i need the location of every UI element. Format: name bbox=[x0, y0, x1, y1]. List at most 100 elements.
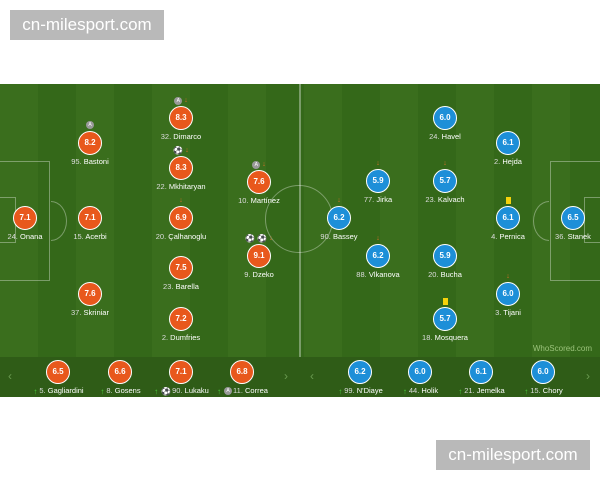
player-barella[interactable]: 7.5 23. Barella bbox=[136, 256, 226, 291]
player-mosquera[interactable]: 5.7 18. Mosquera bbox=[400, 297, 490, 342]
player-tijani[interactable]: ↓ 6.0 3. Tijani bbox=[463, 273, 553, 317]
substitute-chory[interactable]: 6.0 ↑ 15. Chory bbox=[498, 360, 588, 396]
player-name: 10. Martínez bbox=[214, 196, 304, 205]
watermark-top: cn-milesport.com bbox=[10, 10, 164, 40]
substitute-holik[interactable]: 6.0 ↑ 44. Holik bbox=[375, 360, 465, 396]
player-name: 20. Çalhanoglu bbox=[136, 232, 226, 241]
player-events bbox=[136, 297, 226, 306]
player-alhanoglu[interactable]: ↓ 6.9 20. Çalhanoglu bbox=[136, 197, 226, 241]
player-bucha[interactable]: 5.9 20. Bucha bbox=[400, 244, 490, 279]
yellow-card-icon bbox=[442, 297, 448, 305]
player-skriniar[interactable]: 7.6 37. Skriniar bbox=[45, 282, 135, 317]
substitute-ndiaye[interactable]: 6.2 ↑ 99. N'Diaye bbox=[315, 360, 405, 396]
player-surname: Onana bbox=[20, 232, 43, 241]
sub-off-icon: ↓ bbox=[376, 235, 380, 242]
player-surname: Acerbi bbox=[85, 232, 107, 241]
player-martnez[interactable]: A ↓ 7.6 10. Martínez bbox=[214, 160, 304, 205]
shirt-number: 22. bbox=[156, 182, 167, 191]
player-acerbi[interactable]: 7.1 15. Acerbi bbox=[45, 206, 135, 241]
player-name: ↑ 15. Chory bbox=[498, 386, 588, 396]
player-name: ↑ 44. Holik bbox=[375, 386, 465, 396]
player-name: 24. Onana bbox=[0, 232, 70, 241]
shirt-number: 90. bbox=[320, 232, 331, 241]
away-penalty-box bbox=[550, 161, 600, 281]
shirt-number: 2. bbox=[161, 333, 169, 342]
player-dumfries[interactable]: 7.2 2. Dumfries bbox=[136, 307, 226, 342]
player-name: ↑ 21. Jemelka bbox=[436, 386, 526, 396]
shirt-number: 4. bbox=[491, 232, 498, 241]
assist-icon: A bbox=[174, 96, 183, 105]
rating-badge: 8.2 bbox=[78, 131, 102, 155]
player-events bbox=[136, 246, 226, 255]
shirt-number: 23. bbox=[425, 195, 436, 204]
player-havel[interactable]: 6.0 24. Havel bbox=[400, 106, 490, 141]
sub-on-icon: ↑ bbox=[524, 386, 529, 396]
player-surname: Çalhanoglu bbox=[168, 232, 207, 241]
player-events bbox=[463, 196, 553, 205]
substitute-correa[interactable]: 6.8 ↑ A 11. Correa bbox=[197, 360, 287, 396]
player-bastoni[interactable]: A 8.2 95. Bastoni bbox=[45, 121, 135, 166]
shirt-number: 8. bbox=[106, 386, 113, 395]
rating-badge: 7.6 bbox=[247, 170, 271, 194]
player-hejda[interactable]: 6.1 2. Hejda bbox=[463, 131, 553, 166]
player-pernica[interactable]: 6.1 4. Pernica bbox=[463, 196, 553, 241]
player-jirka[interactable]: ↓ 5.9 77. Jirka bbox=[333, 160, 423, 204]
player-onana[interactable]: 7.1 24. Onana bbox=[0, 206, 70, 241]
player-surname: Gosens bbox=[114, 386, 141, 395]
sub-off-icon: ↓ bbox=[376, 160, 380, 167]
player-name: 24. Havel bbox=[400, 132, 490, 141]
substitute-lukaku[interactable]: 7.1 ↑ ⚽90. Lukaku bbox=[136, 360, 226, 396]
player-dimarco[interactable]: A ↓ 8.3 32. Dimarco bbox=[136, 96, 226, 141]
substitute-jemelka[interactable]: 6.1 ↑ 21. Jemelka bbox=[436, 360, 526, 396]
away-subs-next-icon[interactable]: › bbox=[586, 369, 590, 383]
assist-icon: A bbox=[86, 121, 94, 130]
rating-badge: 8.3 bbox=[169, 156, 193, 180]
rating-badge: 7.5 bbox=[169, 256, 193, 280]
player-surname: Barella bbox=[175, 282, 199, 291]
player-name: 90. Bassey bbox=[294, 232, 384, 241]
player-name: ↑ 8. Gosens bbox=[75, 386, 165, 396]
player-mkhitaryan[interactable]: ⚽ ↓ 8.3 22. Mkhitaryan bbox=[136, 146, 226, 191]
player-surname: N'Diaye bbox=[356, 386, 383, 395]
rating-badge: 7.1 bbox=[78, 206, 102, 230]
player-name: 88. Vlkanova bbox=[333, 270, 423, 279]
player-events: ↓ bbox=[463, 272, 553, 281]
rating-badge: 5.7 bbox=[433, 307, 457, 331]
player-surname: Jirka bbox=[376, 195, 393, 204]
shirt-number: 15. bbox=[73, 232, 84, 241]
player-dzeko[interactable]: ⚽ ⚽ ↓ 9.1 9. Dzeko bbox=[214, 234, 304, 279]
rating-badge: 6.5 bbox=[46, 360, 70, 384]
rating-badge: 8.3 bbox=[169, 106, 193, 130]
shirt-number: 95. bbox=[71, 157, 82, 166]
player-surname: Dzeko bbox=[252, 270, 274, 279]
rating-badge: 6.5 bbox=[561, 206, 585, 230]
rating-badge: 7.1 bbox=[169, 360, 193, 384]
player-events bbox=[197, 350, 287, 359]
substitute-gosens[interactable]: 6.6 ↑ 8. Gosens bbox=[75, 360, 165, 396]
rating-badge: 5.7 bbox=[433, 169, 457, 193]
away-subs-prev-icon[interactable]: ‹ bbox=[310, 369, 314, 383]
player-surname: Pernica bbox=[499, 232, 525, 241]
player-kalvach[interactable]: ↓ 5.7 23. Kalvach bbox=[400, 160, 490, 204]
player-name: 15. Acerbi bbox=[45, 232, 135, 241]
sub-off-icon: ↓ bbox=[443, 160, 447, 167]
sub-on-icon: ↑ bbox=[458, 386, 463, 396]
player-vlkanova[interactable]: ↓ 6.2 88. Vlkanova bbox=[333, 235, 423, 279]
player-name: 23. Barella bbox=[136, 282, 226, 291]
substitute-gagliardini[interactable]: 6.5 ↑ 5. Gagliardini bbox=[13, 360, 103, 396]
rating-badge: 6.8 bbox=[230, 360, 254, 384]
shirt-number: 24. bbox=[7, 232, 18, 241]
player-surname: Jemelka bbox=[476, 386, 505, 395]
home-subs-next-icon[interactable]: › bbox=[284, 369, 288, 383]
shirt-number: 90. bbox=[172, 386, 183, 395]
rating-badge: 6.2 bbox=[348, 360, 372, 384]
shirt-number: 44. bbox=[408, 386, 420, 395]
player-stanek[interactable]: 6.5 36. Stanek bbox=[528, 206, 600, 241]
player-bassey[interactable]: ↓ 6.2 90. Bassey bbox=[294, 197, 384, 241]
player-events bbox=[45, 272, 135, 281]
shirt-number: 21. bbox=[464, 386, 475, 395]
rating-badge: 7.1 bbox=[13, 206, 37, 230]
home-subs-prev-icon[interactable]: ‹ bbox=[8, 369, 12, 383]
sub-off-icon: ↓ bbox=[179, 197, 183, 204]
sub-on-icon: ↑ bbox=[402, 386, 407, 396]
